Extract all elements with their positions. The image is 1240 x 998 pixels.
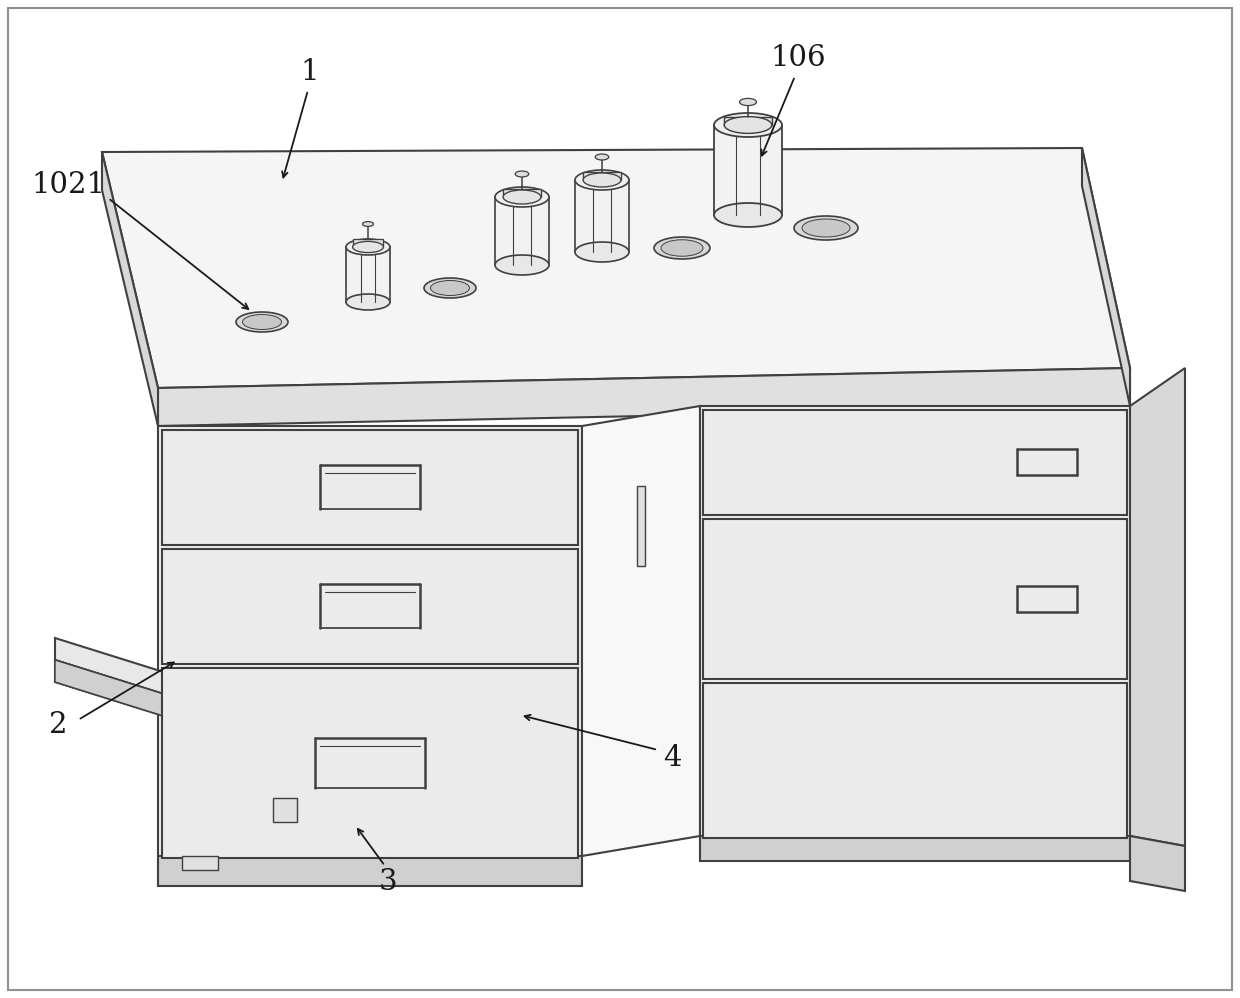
Ellipse shape [346,239,391,255]
Polygon shape [703,683,1127,838]
Polygon shape [273,798,298,822]
Ellipse shape [794,216,858,240]
Ellipse shape [583,173,621,187]
Polygon shape [495,197,549,265]
Polygon shape [157,856,582,886]
Polygon shape [637,486,645,566]
Ellipse shape [516,171,528,177]
Polygon shape [102,152,157,426]
Ellipse shape [352,242,383,252]
Polygon shape [157,368,1130,426]
Ellipse shape [802,219,849,237]
Polygon shape [1083,148,1130,406]
Text: 2: 2 [48,711,67,739]
Polygon shape [55,638,572,822]
Polygon shape [703,519,1127,679]
Polygon shape [162,549,578,664]
Ellipse shape [714,113,782,137]
Polygon shape [701,836,1130,861]
Ellipse shape [430,280,470,295]
Ellipse shape [739,99,756,106]
Text: 106: 106 [770,44,826,72]
Ellipse shape [575,242,629,262]
Polygon shape [102,148,1130,388]
Text: 3: 3 [378,868,397,896]
Text: 1: 1 [301,58,319,86]
Polygon shape [703,410,1127,515]
Ellipse shape [495,255,549,275]
Ellipse shape [661,240,703,256]
Ellipse shape [495,187,549,207]
Polygon shape [724,117,771,125]
Polygon shape [1130,836,1185,891]
Ellipse shape [714,203,782,227]
Polygon shape [582,406,701,856]
Polygon shape [346,247,391,302]
Ellipse shape [653,237,711,259]
Ellipse shape [424,278,476,298]
Ellipse shape [346,294,391,310]
Polygon shape [157,426,582,856]
Polygon shape [1130,368,1185,846]
Ellipse shape [236,312,288,332]
Polygon shape [55,660,572,844]
Ellipse shape [724,117,771,134]
Polygon shape [575,180,629,252]
Ellipse shape [243,314,281,329]
Polygon shape [701,406,1130,836]
Polygon shape [503,189,541,197]
Ellipse shape [595,154,609,160]
Ellipse shape [575,170,629,190]
Text: 1021: 1021 [31,171,105,199]
Polygon shape [583,172,621,180]
Polygon shape [714,125,782,215]
Polygon shape [162,668,578,858]
Ellipse shape [362,222,373,227]
Ellipse shape [503,190,541,204]
Text: 4: 4 [662,744,681,772]
Polygon shape [55,660,572,844]
Polygon shape [162,430,578,545]
Polygon shape [352,239,383,247]
Polygon shape [182,856,218,870]
